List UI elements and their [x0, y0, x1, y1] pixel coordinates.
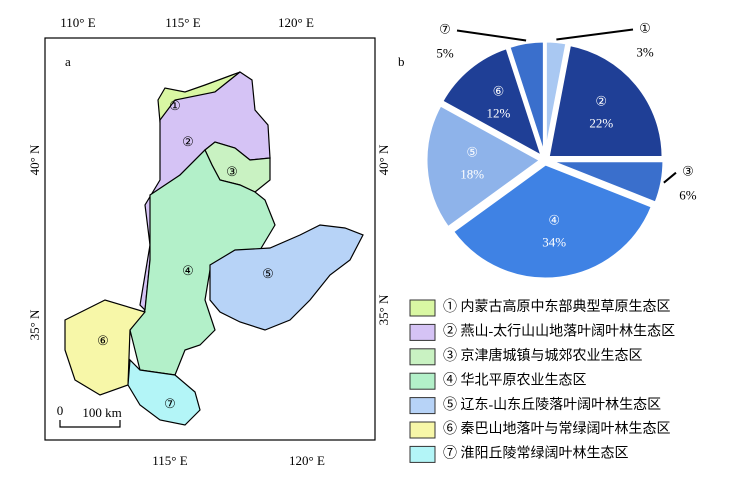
- pie-slice: [548, 159, 666, 206]
- pie: ① 3% ② 22% ③ 6% ④ 34% ⑤ 18% ⑥ 12% ⑦ 5%: [424, 21, 697, 281]
- legend-label: ② 燕山-太行山山地落叶阔叶林生态区: [443, 324, 675, 340]
- slice-label: 3%: [636, 45, 654, 60]
- region-number: ①: [169, 98, 181, 113]
- pie-slice: [506, 39, 546, 157]
- region: [127, 358, 201, 426]
- legend-label: ③ 京津唐城镇与城郊农业生态区: [443, 347, 643, 364]
- region-number: ⑤: [262, 266, 274, 281]
- pie-slice: [424, 102, 544, 230]
- slice-number: ②: [595, 93, 607, 108]
- bottom-tick: 115° E: [152, 453, 187, 468]
- right-tick: 35° N: [376, 294, 391, 325]
- slice-label: 22%: [589, 115, 613, 130]
- legend-swatch: [409, 323, 436, 341]
- pie-slice: [450, 162, 655, 281]
- right-tick: 40° N: [376, 144, 391, 175]
- legend-label: ⑤ 辽东-山东丘陵落叶阔叶林生态区: [443, 397, 661, 413]
- left-tick: 35° N: [27, 309, 42, 340]
- legend-label: ④ 华北平原农业生态区: [443, 372, 587, 388]
- top-tick: 115° E: [165, 15, 200, 30]
- pie-slice: [439, 45, 546, 161]
- region-number: ②: [182, 134, 194, 149]
- slice-label: 5%: [436, 45, 454, 60]
- top-tick: 110° E: [60, 15, 95, 30]
- legend-swatch: [409, 445, 436, 463]
- legend-swatch: [409, 348, 436, 366]
- slice-label: 6%: [679, 188, 697, 203]
- region-number: ④: [182, 263, 194, 278]
- slice-number: ⑥: [493, 84, 505, 99]
- slice-number: ⑦: [439, 21, 451, 36]
- region-number: ⑦: [164, 396, 176, 411]
- legend-swatch: [409, 421, 436, 439]
- bottom-tick: 120° E: [289, 453, 325, 468]
- slice-label: 34%: [542, 234, 566, 249]
- scale-end: 100 km: [82, 405, 121, 420]
- panel-label: a: [65, 54, 71, 69]
- slice-label: 18%: [460, 167, 484, 182]
- slice-label: 12%: [487, 106, 511, 121]
- left-tick: 40° N: [27, 144, 42, 175]
- leader-line: [663, 171, 677, 184]
- legend-label: ⑦ 淮阳丘陵常绿阔叶林生态区: [443, 446, 629, 462]
- legend-label: ① 内蒙古高原中东部典型草原生态区: [443, 298, 671, 315]
- leader-line: [456, 29, 527, 42]
- scale-bar: [59, 420, 121, 428]
- panel-label: b: [398, 54, 405, 69]
- scale-start: 0: [57, 403, 64, 418]
- pie-slice: [546, 42, 665, 159]
- slice-number: ①: [639, 21, 651, 36]
- legend-label: ⑥ 秦巴山地落叶与常绿阔叶林生态区: [443, 421, 671, 437]
- legend-swatch: [409, 397, 436, 415]
- legend-swatch: [409, 299, 436, 317]
- region: [209, 224, 364, 331]
- region-number: ⑥: [97, 333, 109, 348]
- slice-number: ④: [548, 212, 560, 227]
- region-number: ③: [226, 164, 238, 179]
- legend: ① 内蒙古高原中东部典型草原生态区 ② 燕山-太行山山地落叶阔叶林生态区 ③ 京津唐…: [409, 298, 675, 463]
- map-regions: ① ② ③ ④ ⑤ ⑥ ⑦: [64, 71, 364, 426]
- top-tick: 120° E: [278, 15, 314, 30]
- slice-number: ③: [682, 164, 694, 179]
- leader-line: [556, 28, 634, 41]
- slice-number: ⑤: [466, 145, 478, 160]
- legend-swatch: [409, 372, 436, 390]
